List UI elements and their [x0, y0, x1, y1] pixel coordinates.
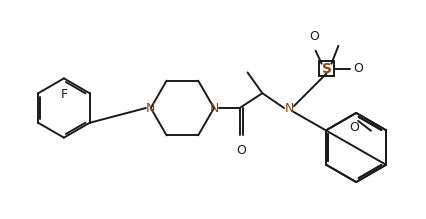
Text: S: S	[322, 62, 331, 76]
Text: N: N	[284, 102, 294, 115]
Text: O: O	[353, 62, 363, 75]
Text: F: F	[60, 88, 67, 101]
Text: N: N	[146, 102, 155, 115]
Text: O: O	[349, 121, 359, 134]
Text: N: N	[209, 102, 219, 115]
Text: O: O	[309, 30, 319, 43]
Text: O: O	[237, 144, 247, 157]
